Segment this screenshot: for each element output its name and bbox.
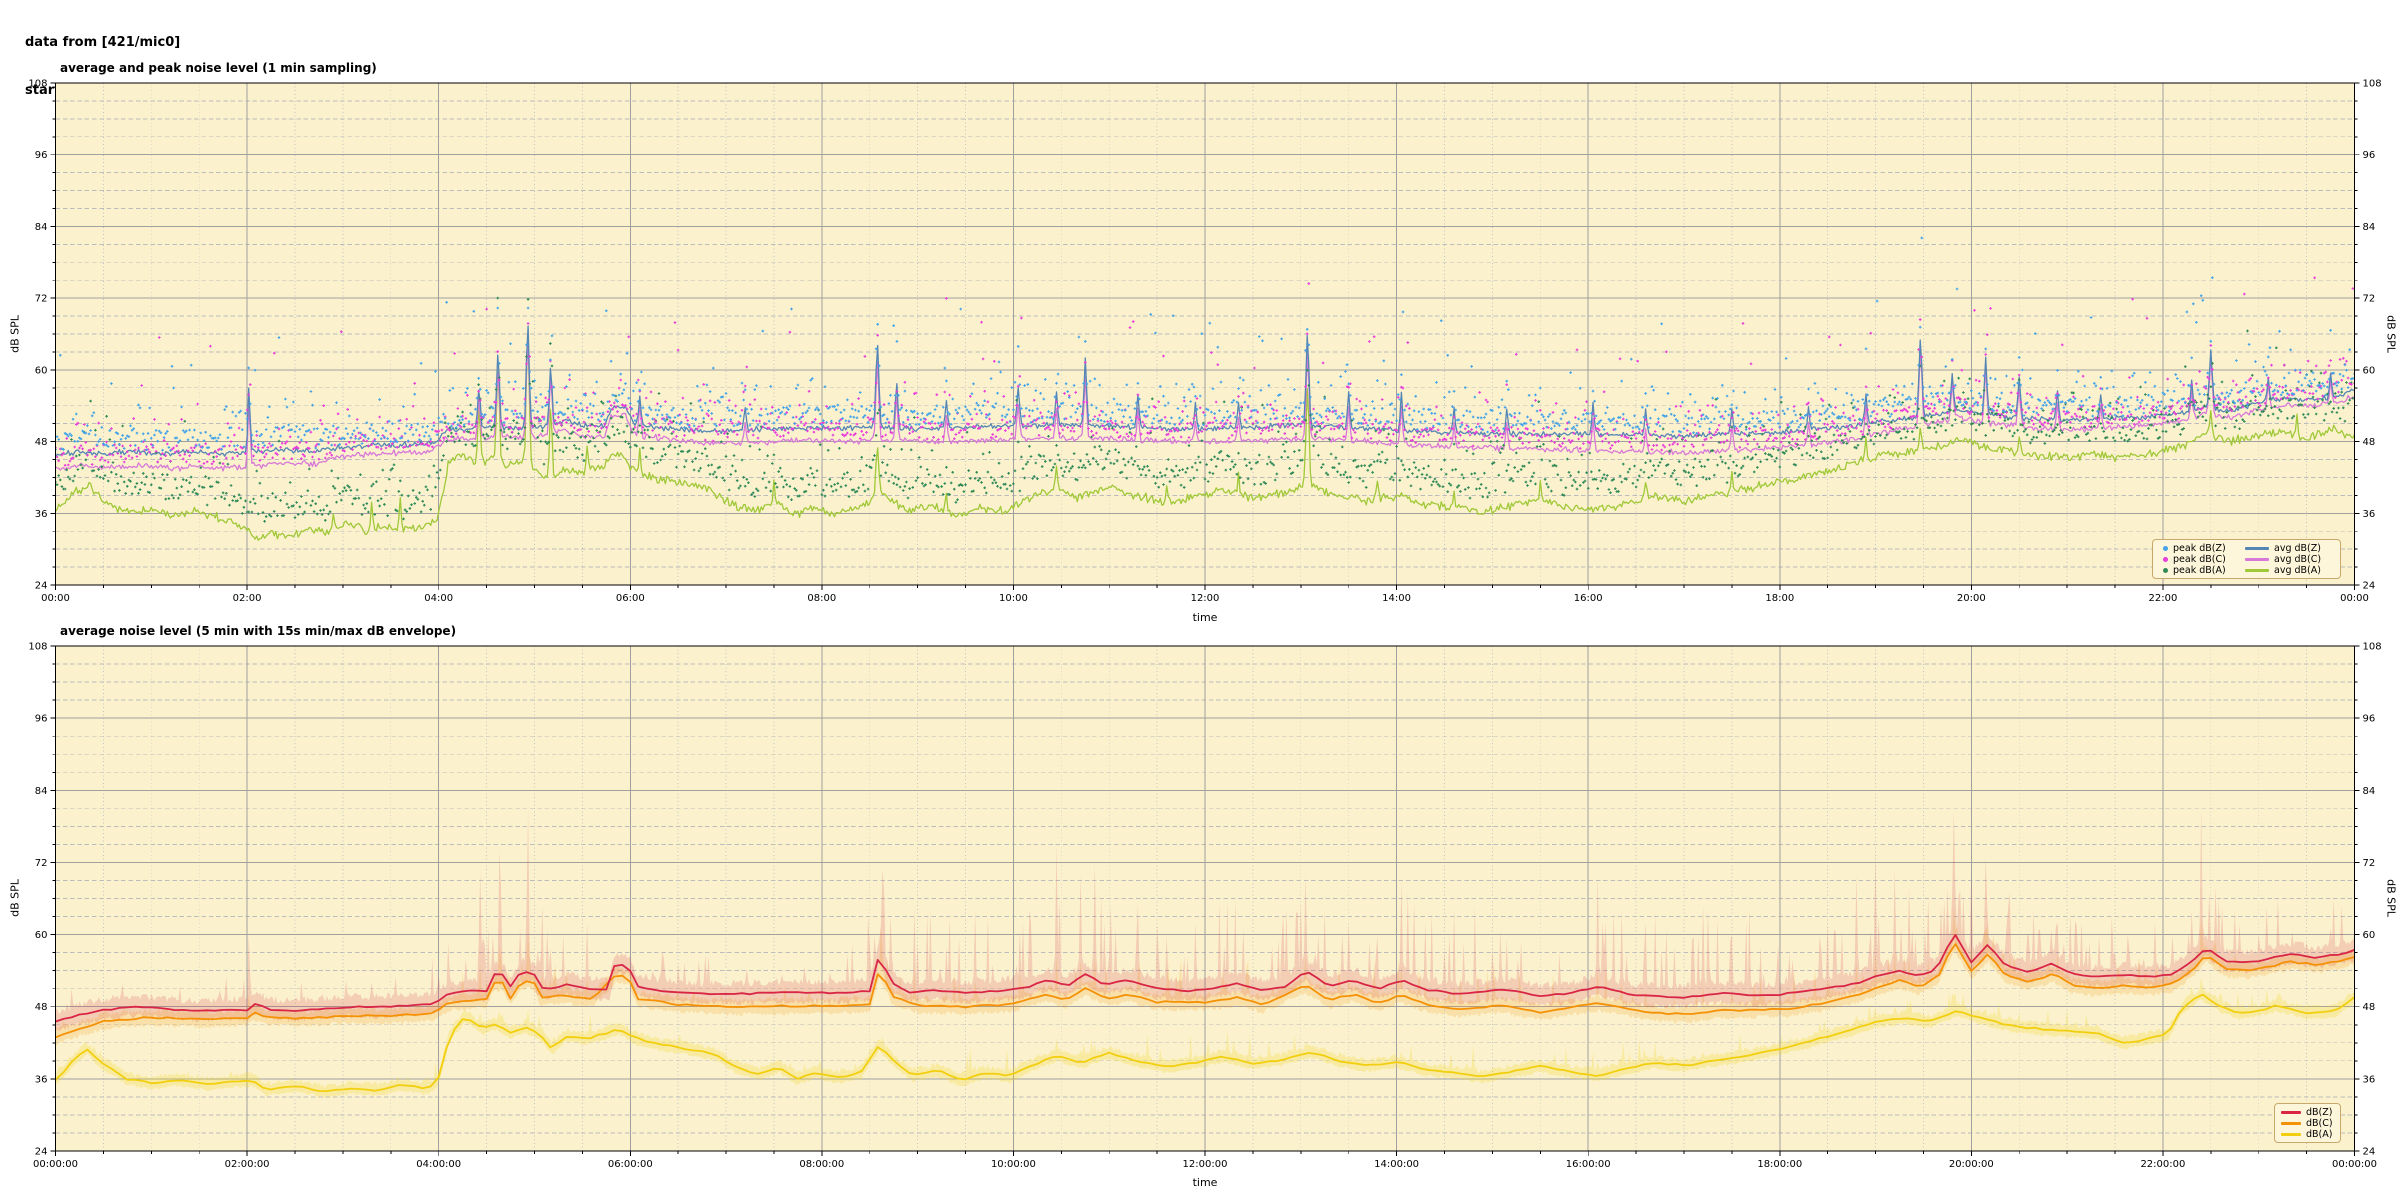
chart2-title: average noise level (5 min with 15s min/… (60, 624, 457, 638)
svg-text:08:00: 08:00 (807, 593, 836, 604)
svg-text:18:00:00: 18:00:00 (1757, 1159, 1802, 1170)
svg-text:08:00:00: 08:00:00 (799, 1159, 844, 1170)
svg-text:108: 108 (2363, 79, 2382, 90)
svg-text:36: 36 (35, 509, 48, 520)
legend-item-avg-db-a-: avg dB(A) (2245, 565, 2331, 576)
svg-text:72: 72 (35, 858, 48, 869)
chart2-legend: dB(Z) dB(C) dB(A) (2274, 1103, 2341, 1143)
svg-text:96: 96 (35, 714, 48, 725)
legend-label: peak dB(C) (2173, 554, 2226, 565)
svg-text:02:00:00: 02:00:00 (225, 1159, 270, 1170)
svg-text:60: 60 (2363, 365, 2376, 376)
svg-text:00:00: 00:00 (2340, 593, 2369, 604)
scatter-marker-swatch (2163, 568, 2168, 573)
svg-text:48: 48 (2363, 437, 2376, 448)
svg-text:22:00: 22:00 (2148, 593, 2177, 604)
legend-label: avg dB(A) (2274, 565, 2321, 576)
svg-text:108: 108 (28, 79, 47, 90)
line-swatch (2245, 558, 2269, 561)
svg-text:60: 60 (2363, 930, 2376, 941)
svg-text:20:00:00: 20:00:00 (1949, 1159, 1994, 1170)
legend-label: avg dB(C) (2274, 554, 2322, 565)
svg-text:04:00:00: 04:00:00 (416, 1159, 461, 1170)
legend-label: avg dB(Z) (2274, 543, 2321, 554)
svg-text:60: 60 (35, 930, 48, 941)
svg-text:06:00:00: 06:00:00 (608, 1159, 653, 1170)
svg-text:36: 36 (2363, 1074, 2376, 1085)
svg-text:48: 48 (35, 437, 48, 448)
svg-text:24: 24 (2363, 1147, 2376, 1158)
svg-text:72: 72 (35, 294, 48, 305)
svg-text:04:00: 04:00 (424, 593, 453, 604)
legend-item-avg-db-c-: avg dB(C) (2245, 554, 2331, 565)
scatter-marker-swatch (2163, 557, 2168, 562)
legend-item-db-c-: dB(C) (2281, 1118, 2334, 1129)
chart1-ylabel-right: dB SPL (2384, 315, 2398, 353)
svg-text:10:00:00: 10:00:00 (991, 1159, 1036, 1170)
line-swatch (2281, 1122, 2301, 1125)
legend-item-peak-db-z-: peak dB(Z) (2159, 543, 2245, 554)
svg-text:12:00: 12:00 (1191, 593, 1220, 604)
svg-text:84: 84 (2363, 786, 2376, 797)
legend-label: peak dB(A) (2173, 565, 2226, 576)
svg-text:96: 96 (35, 150, 48, 161)
svg-text:48: 48 (2363, 1002, 2376, 1013)
svg-text:72: 72 (2363, 294, 2376, 305)
chart1-title: average and peak noise level (1 min samp… (60, 61, 377, 75)
svg-text:72: 72 (2363, 858, 2376, 869)
svg-text:60: 60 (35, 365, 48, 376)
svg-text:00:00:00: 00:00:00 (2332, 1159, 2377, 1170)
svg-text:16:00:00: 16:00:00 (1566, 1159, 1611, 1170)
chart1-legend: peak dB(Z) avg dB(Z) peak dB(C) avg dB(C) pe… (2152, 539, 2341, 579)
svg-text:10:00: 10:00 (999, 593, 1028, 604)
legend-label: dB(C) (2306, 1118, 2333, 1129)
svg-text:00:00:00: 00:00:00 (33, 1159, 78, 1170)
svg-text:36: 36 (2363, 509, 2376, 520)
svg-text:84: 84 (2363, 222, 2376, 233)
legend-item-peak-db-c-: peak dB(C) (2159, 554, 2245, 565)
svg-text:84: 84 (35, 222, 48, 233)
svg-text:22:00:00: 22:00:00 (2140, 1159, 2185, 1170)
svg-text:00:00: 00:00 (41, 593, 70, 604)
svg-text:02:00: 02:00 (233, 593, 262, 604)
svg-text:12:00:00: 12:00:00 (1183, 1159, 1228, 1170)
chart2-ylabel-right: dB SPL (2384, 879, 2398, 917)
legend-item-db-a-: dB(A) (2281, 1129, 2334, 1140)
svg-text:108: 108 (2363, 642, 2382, 653)
legend-item-db-z-: dB(Z) (2281, 1107, 2334, 1118)
svg-text:24: 24 (35, 1147, 48, 1158)
svg-text:06:00: 06:00 (616, 593, 645, 604)
line-swatch (2245, 569, 2269, 572)
chart2-ylabel-left: dB SPL (8, 879, 22, 917)
svg-text:36: 36 (35, 1074, 48, 1085)
chart1-xlabel: time (1192, 611, 1218, 624)
scatter-marker-swatch (2163, 546, 2168, 551)
legend-label: peak dB(Z) (2173, 543, 2226, 554)
svg-text:20:00: 20:00 (1957, 593, 1986, 604)
legend-item-avg-db-z-: avg dB(Z) (2245, 543, 2331, 554)
chart1-ylabel-left: dB SPL (8, 315, 22, 353)
svg-text:96: 96 (2363, 714, 2376, 725)
svg-text:84: 84 (35, 786, 48, 797)
svg-text:24: 24 (35, 581, 48, 592)
svg-text:14:00:00: 14:00:00 (1374, 1159, 1419, 1170)
chart2-xlabel: time (1192, 1176, 1218, 1189)
legend-item-peak-db-a-: peak dB(A) (2159, 565, 2245, 576)
line-swatch (2245, 547, 2269, 550)
svg-text:18:00: 18:00 (1765, 593, 1794, 604)
svg-text:48: 48 (35, 1002, 48, 1013)
svg-text:16:00: 16:00 (1574, 593, 1603, 604)
line-swatch (2281, 1111, 2301, 1114)
line-swatch (2281, 1133, 2301, 1136)
svg-text:108: 108 (28, 642, 47, 653)
svg-text:14:00: 14:00 (1382, 593, 1411, 604)
svg-text:96: 96 (2363, 150, 2376, 161)
legend-label: dB(Z) (2306, 1107, 2333, 1118)
legend-label: dB(A) (2306, 1129, 2333, 1140)
svg-text:24: 24 (2363, 581, 2376, 592)
header-line-1: data from [421/mic0] (25, 35, 181, 50)
